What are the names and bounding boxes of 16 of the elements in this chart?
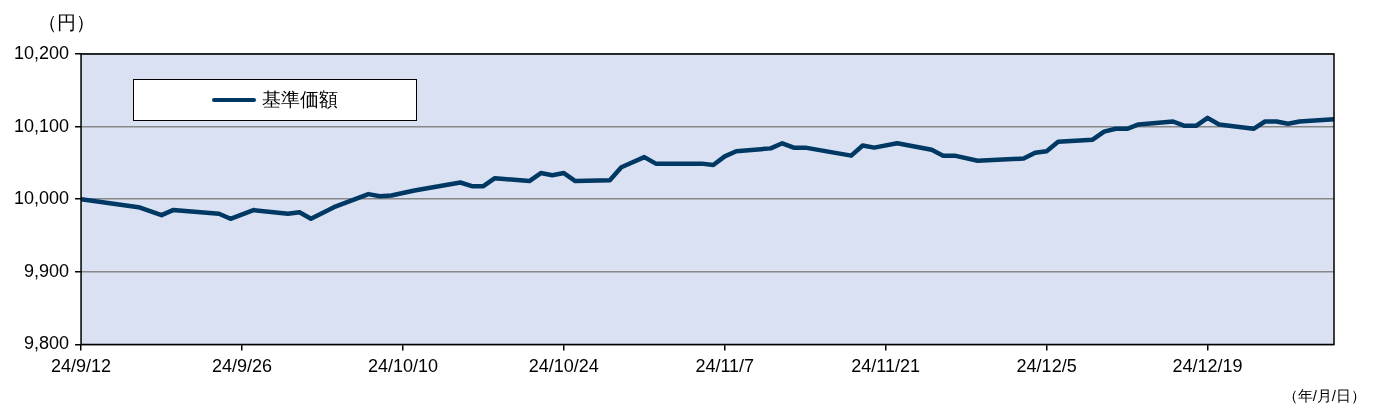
x-tick-label: 24/9/26 <box>211 356 273 377</box>
y-tick-label: 9,800 <box>24 333 70 354</box>
x-tick-label: 24/10/10 <box>367 356 438 377</box>
x-tick-label: 24/11/21 <box>851 356 921 377</box>
x-tick-label: 24/12/5 <box>1016 356 1077 377</box>
y-tick-label: 9,900 <box>24 260 70 281</box>
x-tick-label: 24/10/24 <box>528 356 599 377</box>
y-tick-label: 10,200 <box>13 42 70 63</box>
legend-label: 基準価額 <box>262 88 338 112</box>
y-tick-label: 10,000 <box>13 188 70 209</box>
x-tick-label: 24/12/19 <box>1172 356 1243 377</box>
x-tick-label: 24/11/7 <box>695 356 755 377</box>
y-axis-title: （円） <box>38 11 95 35</box>
y-tick-label: 10,100 <box>13 115 70 136</box>
x-tick-label: 24/9/12 <box>51 356 112 377</box>
x-axis-title: （年/月/日） <box>1282 387 1366 406</box>
